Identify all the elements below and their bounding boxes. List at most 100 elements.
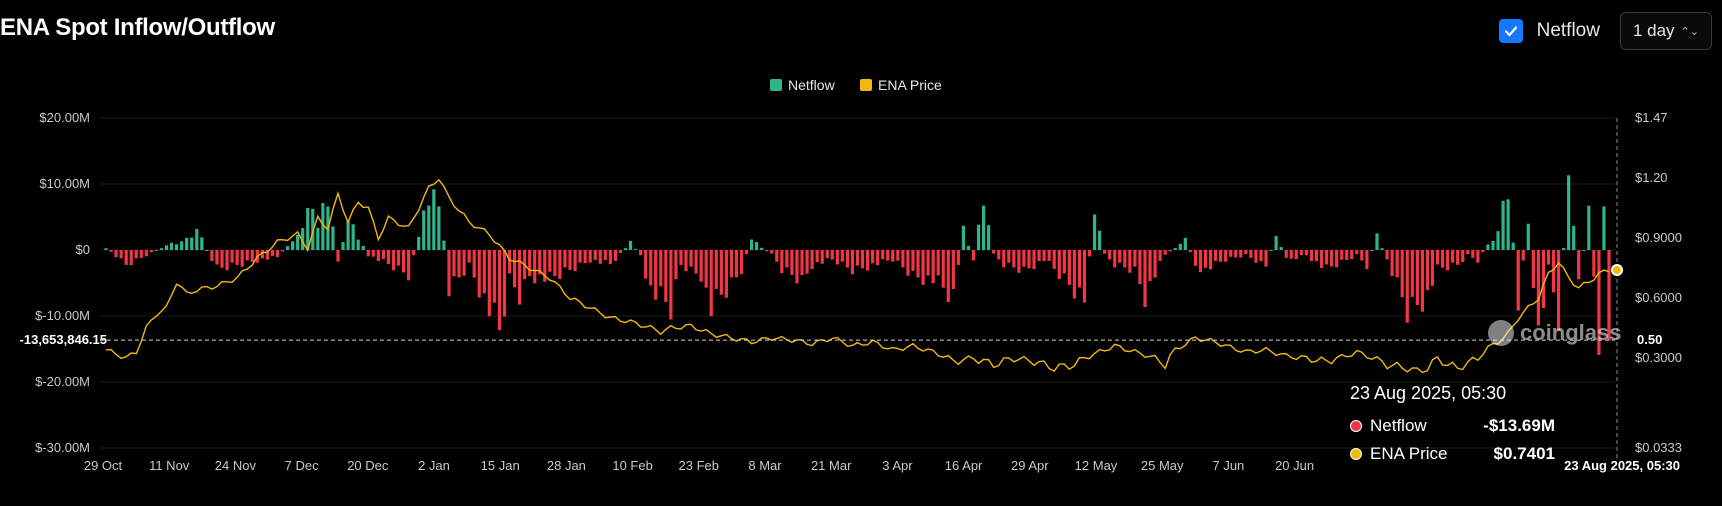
netflow-bar xyxy=(593,250,597,260)
netflow-bar xyxy=(291,241,295,250)
netflow-bar xyxy=(417,236,421,250)
netflow-bar xyxy=(1531,250,1535,288)
netflow-bar xyxy=(1188,250,1192,253)
netflow-bar xyxy=(749,239,754,250)
netflow-bar xyxy=(1148,250,1152,282)
netflow-bar xyxy=(1491,240,1495,250)
y-right-tick-label: $0.0333 xyxy=(1635,440,1682,455)
netflow-bar xyxy=(1284,250,1288,258)
netflow-bar xyxy=(341,242,345,250)
price-point xyxy=(1611,263,1623,276)
legend-swatch xyxy=(770,79,782,91)
x-tick-label: 23 Feb xyxy=(679,458,719,473)
netflow-bar xyxy=(623,248,628,250)
netflow-bar xyxy=(1506,199,1510,250)
x-tick-label: 16 Apr xyxy=(945,458,983,473)
netflow-bar xyxy=(1556,250,1561,332)
netflow-bar xyxy=(230,250,234,263)
netflow-bar xyxy=(1027,250,1031,269)
netflow-bar xyxy=(1390,250,1394,277)
netflow-bar xyxy=(830,250,834,260)
netflow-bar xyxy=(971,250,976,261)
netflow-bar xyxy=(1496,231,1500,250)
netflow-bar xyxy=(1229,250,1233,257)
crosshair-x-label: 23 Aug 2025, 05:30 xyxy=(1564,458,1680,473)
netflow-bar xyxy=(195,229,199,250)
netflow-bar xyxy=(1415,250,1419,306)
netflow-bar xyxy=(1440,250,1445,268)
netflow-bar xyxy=(1173,248,1177,250)
netflow-bar xyxy=(578,250,582,263)
x-tick-label: 21 Mar xyxy=(811,458,852,473)
netflow-bar xyxy=(850,250,855,275)
netflow-bar xyxy=(855,250,860,266)
netflow-bar xyxy=(618,250,623,253)
netflow-bar xyxy=(1097,230,1102,250)
netflow-bar xyxy=(139,250,143,258)
tooltip: 23 Aug 2025, 05:30 Netflow -$13.69M ENA … xyxy=(1350,383,1555,464)
netflow-bar xyxy=(1087,250,1092,257)
netflow-bar xyxy=(154,250,159,251)
netflow-bar xyxy=(1219,250,1223,262)
netflow-bar xyxy=(124,250,128,265)
netflow-bar xyxy=(926,250,930,276)
netflow-bar xyxy=(1562,248,1566,250)
netflow-bar xyxy=(1335,250,1339,268)
netflow-bar xyxy=(729,250,734,278)
netflow-bar xyxy=(1002,250,1006,268)
netflow-bar xyxy=(1360,250,1364,261)
netflow-bar xyxy=(901,250,905,268)
netflow-bar xyxy=(1370,250,1374,251)
netflow-bar xyxy=(563,250,567,268)
interval-select[interactable]: 1 day ⌃⌄ xyxy=(1619,12,1712,50)
netflow-bar xyxy=(306,208,310,250)
netflow-bar xyxy=(1430,250,1435,286)
netflow-bar xyxy=(981,205,986,250)
netflow-bar xyxy=(1057,250,1061,279)
netflow-bar xyxy=(502,250,507,317)
netflow-bar xyxy=(1037,250,1041,262)
netflow-bar xyxy=(240,250,244,267)
netflow-checkbox[interactable] xyxy=(1498,19,1523,43)
netflow-bar xyxy=(1108,250,1112,260)
netflow-bar xyxy=(1128,250,1132,273)
x-tick-label: 2 Jan xyxy=(418,458,450,473)
tooltip-netflow-row: Netflow -$13.69M xyxy=(1350,416,1555,436)
netflow-bar xyxy=(987,225,991,250)
netflow-bar xyxy=(865,250,870,271)
price-dot-icon xyxy=(1350,448,1362,460)
x-tick-label: 28 Jan xyxy=(547,458,586,473)
netflow-bar xyxy=(664,250,668,302)
netflow-bar xyxy=(1168,250,1172,252)
netflow-bar xyxy=(1405,250,1409,323)
netflow-bar xyxy=(512,250,517,288)
netflow-bar xyxy=(548,250,552,272)
netflow-bar xyxy=(644,250,648,279)
netflow-bar xyxy=(1551,250,1556,293)
netflow-bar xyxy=(1486,244,1490,250)
netflow-bar xyxy=(401,250,406,273)
netflow-toggle-label[interactable]: Netflow xyxy=(1536,20,1600,41)
netflow-bar xyxy=(472,250,476,278)
netflow-bar xyxy=(205,250,209,251)
netflow-bar xyxy=(114,250,118,258)
x-tick-label: 7 Jun xyxy=(1212,458,1244,473)
tooltip-netflow-label: Netflow xyxy=(1370,416,1427,435)
netflow-bar xyxy=(1113,250,1117,268)
netflow-bar xyxy=(1340,250,1344,260)
netflow-bar xyxy=(316,227,320,250)
netflow-bar xyxy=(1269,250,1273,251)
netflow-bar xyxy=(1259,250,1263,262)
netflow-bar xyxy=(220,250,224,268)
netflow-bar xyxy=(1138,250,1142,285)
netflow-bar xyxy=(704,250,708,288)
y-right-tick-label: $0.9000 xyxy=(1635,230,1682,245)
y-left-tick-label: $-10.00M xyxy=(35,308,90,323)
netflow-bar xyxy=(452,250,456,277)
netflow-bar xyxy=(1582,250,1586,251)
netflow-bar xyxy=(1244,250,1248,255)
netflow-bar xyxy=(916,250,920,278)
netflow-bar xyxy=(109,250,113,252)
netflow-bar xyxy=(134,250,138,259)
